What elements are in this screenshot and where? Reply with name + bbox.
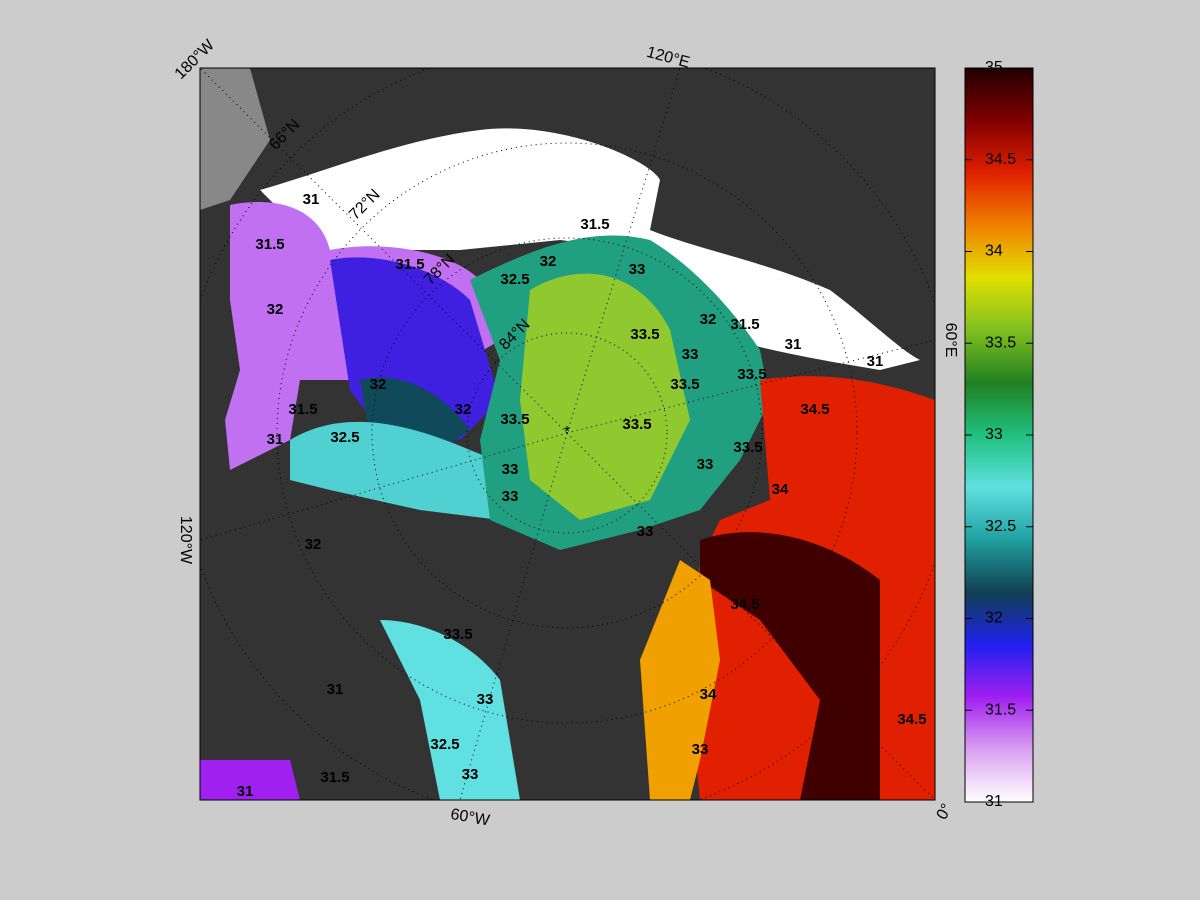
contour-label: 33.5 [622,416,651,433]
contour-label: 33.5 [443,626,472,643]
baffin-bay [380,620,520,800]
colorbar-tick-label: 34.5 [985,151,1016,168]
contour-label: 31 [327,681,344,698]
colorbar-tick-label: 35 [985,59,1003,76]
contour-label: 31 [267,431,284,448]
contour-label: 33 [637,523,654,540]
colorbar-tick-label: 32 [985,610,1003,627]
contour-label: 33.5 [500,411,529,428]
contour-label: 32.5 [500,271,529,288]
contour-label: 33 [682,346,699,363]
contour-label: 33 [502,461,519,478]
colorbar-tick-label: 34 [985,243,1003,260]
contour-label: 33.5 [670,376,699,393]
fresh-water [200,760,300,800]
contour-label: 33 [477,691,494,708]
contour-label: 32 [455,401,472,418]
contour-label: 32 [267,301,284,318]
colorbar-tick-label: 31.5 [985,701,1016,718]
high-salinity [520,273,690,520]
contour-label: 31 [303,191,320,208]
contour-label: 33 [692,741,709,758]
pole-marker: * [564,424,570,441]
sea-ice [260,128,920,370]
longitude-label: 60°W [449,806,492,830]
map: * [200,68,935,800]
colorbar-tick-label: 32.5 [985,518,1016,535]
contour-label: 31 [237,783,254,800]
longitude-label: 120°W [177,516,194,565]
contour-label: 34.5 [897,711,926,728]
colorbar-tick-label: 33.5 [985,334,1016,351]
no-data [200,68,270,210]
contour-label: 31.5 [288,401,317,418]
contour-label: 33.5 [733,439,762,456]
contour-label: 31.5 [580,216,609,233]
longitude-label: 0° [934,801,956,823]
contour-label: 33 [629,261,646,278]
contour-label: 31 [867,353,884,370]
contour-label: 31.5 [320,769,349,786]
longitude-label: 60°E [942,323,959,358]
contour-label: 31.5 [255,236,284,253]
contour-label: 32 [700,311,717,328]
contour-label: 33.5 [630,326,659,343]
contour-label: 34 [772,481,789,498]
contour-label: 32.5 [330,429,359,446]
contour-label: 32.5 [430,736,459,753]
contour-label: 33 [502,488,519,505]
contour-label: 33.5 [737,366,766,383]
contour-label: 31.5 [395,256,424,273]
transition [640,560,720,800]
contour-label: 31 [785,336,802,353]
contour-label: 32 [370,376,387,393]
contour-label: 34 [700,686,717,703]
contour-label: 31.5 [730,316,759,333]
graticule [200,68,935,800]
contour-label: 34.5 [800,401,829,418]
contour-label: 33 [462,766,479,783]
atlantic-core [700,532,880,800]
contour-label: 32 [305,536,322,553]
map-frame [199,67,936,801]
mid-salinity [290,421,520,520]
contour-label: 34.5 [730,596,759,613]
colorbar-tick-label: 31 [985,793,1003,810]
contour-label: 33 [697,456,714,473]
colorbar-tick-label: 33 [985,426,1003,443]
contour-label: 32 [540,253,557,270]
